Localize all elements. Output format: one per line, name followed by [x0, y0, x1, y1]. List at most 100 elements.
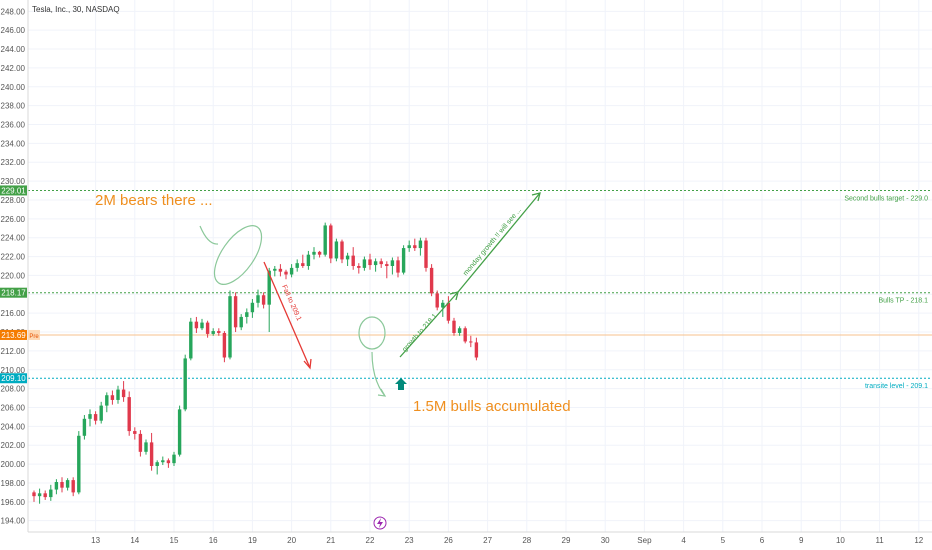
candle-body — [49, 489, 53, 498]
bulls-zone-circle — [358, 316, 386, 350]
candle-body — [127, 397, 131, 432]
candle-body — [295, 263, 299, 268]
bulls-pointer-arrowhead — [377, 388, 387, 397]
target-arrow-line — [457, 192, 541, 293]
candle-body — [329, 225, 333, 259]
candle-body — [390, 260, 395, 266]
time-tick-label: 10 — [836, 536, 845, 545]
price-tick-label: 212.00 — [1, 347, 26, 356]
candle-body — [88, 414, 92, 419]
candle-body — [357, 266, 361, 268]
price-tick-label: 220.00 — [1, 271, 26, 280]
candles — [32, 222, 479, 504]
candle-body — [401, 248, 406, 273]
candle-body — [217, 331, 221, 333]
candle-body — [71, 480, 75, 493]
fall-arrow-line — [263, 261, 311, 369]
price-tick-label: 232.00 — [1, 158, 26, 167]
growth-annotation: growth to 218.1 — [401, 313, 439, 354]
candle-body — [312, 251, 316, 255]
candle-body — [289, 267, 294, 275]
candle-body — [301, 263, 305, 266]
level-label: Second bulls target - 229.0 — [844, 195, 928, 202]
candle-body — [463, 328, 467, 342]
candle-body — [149, 442, 154, 466]
time-tick-label: 19 — [248, 536, 257, 545]
time-tick-label: 16 — [209, 536, 218, 545]
candle-body — [250, 302, 255, 313]
candle-body — [239, 316, 243, 328]
price-levels: Second bulls target - 229.0 Bulls TP - 21… — [28, 189, 932, 390]
time-tick-label: 26 — [444, 536, 453, 545]
time-tick-label: 14 — [130, 536, 139, 545]
candle-body — [82, 418, 87, 436]
candle-body — [93, 414, 98, 421]
price-tick-label: 210.00 — [1, 366, 26, 375]
candle-body — [138, 433, 143, 452]
price-tick-label: 200.00 — [1, 460, 26, 469]
level-price-badge-text: 229.01 — [1, 186, 26, 195]
candle-body — [435, 293, 439, 308]
time-tick-label: 22 — [366, 536, 375, 545]
price-tick-label: 244.00 — [1, 45, 26, 54]
candle-body — [306, 254, 311, 266]
candle-body — [233, 296, 238, 328]
level-price-badge-text: 218.17 — [1, 289, 26, 298]
drawings: 2M bears there ... 1.5M bulls accumulated… — [95, 192, 571, 415]
candle-body — [133, 431, 137, 434]
candle-body — [205, 322, 210, 334]
candle-body — [284, 271, 288, 275]
candle-body — [60, 482, 64, 488]
candle-body — [121, 389, 126, 398]
candle-body — [183, 358, 187, 410]
candle-body — [334, 241, 339, 259]
candle-body — [396, 260, 400, 273]
candle-body — [177, 409, 182, 455]
candle-body — [116, 389, 120, 400]
price-tick-label: 248.00 — [1, 7, 26, 16]
price-axis[interactable]: 194.00 196.00 198.00 200.00 202.00 204.00 206.… — [0, 0, 40, 550]
candle-body — [273, 268, 277, 271]
bears-pointer-curve — [199, 225, 219, 245]
bears-zone-circle — [213, 225, 263, 285]
price-tick-label: 204.00 — [1, 422, 26, 431]
candle-body — [362, 259, 367, 268]
level-price-badge — [0, 287, 27, 298]
candle-body — [161, 460, 165, 463]
price-axis-background — [0, 0, 28, 550]
growth-arrow-line — [399, 291, 459, 358]
level-price-badge-text: 209.10 — [1, 374, 26, 383]
price-tick-label: 226.00 — [1, 215, 26, 224]
candle-body — [418, 240, 423, 249]
pre-market-tag — [28, 329, 40, 340]
time-axis[interactable]: 13 14 15 16 19 20 21 22 23 26 27 28 29 30 Sep 4 5 6 9 10 11 1… — [28, 516, 932, 545]
level-label: Bulls TP - 218.1 — [878, 298, 928, 305]
candle-body — [77, 435, 81, 493]
price-tick-label: 222.00 — [1, 253, 26, 262]
level-label: transite level - 209.1 — [865, 383, 928, 390]
time-tick-label: 30 — [601, 536, 610, 545]
pre-market-tag-text: Pre — [29, 334, 39, 340]
bears-annotation: 2M bears there ... — [95, 192, 213, 209]
time-tick-label: 5 — [721, 536, 726, 545]
candle-body — [385, 264, 389, 266]
last-price-badge-text: 213.69 — [1, 331, 26, 340]
candle-body — [166, 460, 171, 464]
up-arrow-marker — [395, 378, 407, 390]
candle-body — [278, 268, 283, 272]
time-tick-label: 11 — [875, 536, 884, 545]
time-tick-label: 28 — [522, 536, 531, 545]
candle-body — [144, 442, 148, 452]
time-tick-label: 15 — [170, 536, 179, 545]
candle-body — [211, 331, 215, 334]
candle-body — [323, 225, 327, 255]
price-tick-label: 234.00 — [1, 139, 26, 148]
candle-body — [43, 493, 47, 498]
candle-body — [200, 322, 204, 329]
price-tick-label: 206.00 — [1, 403, 26, 412]
candle-body — [457, 328, 462, 333]
candle-body — [379, 261, 383, 265]
candle-body — [194, 321, 199, 329]
candle-body — [413, 245, 417, 249]
